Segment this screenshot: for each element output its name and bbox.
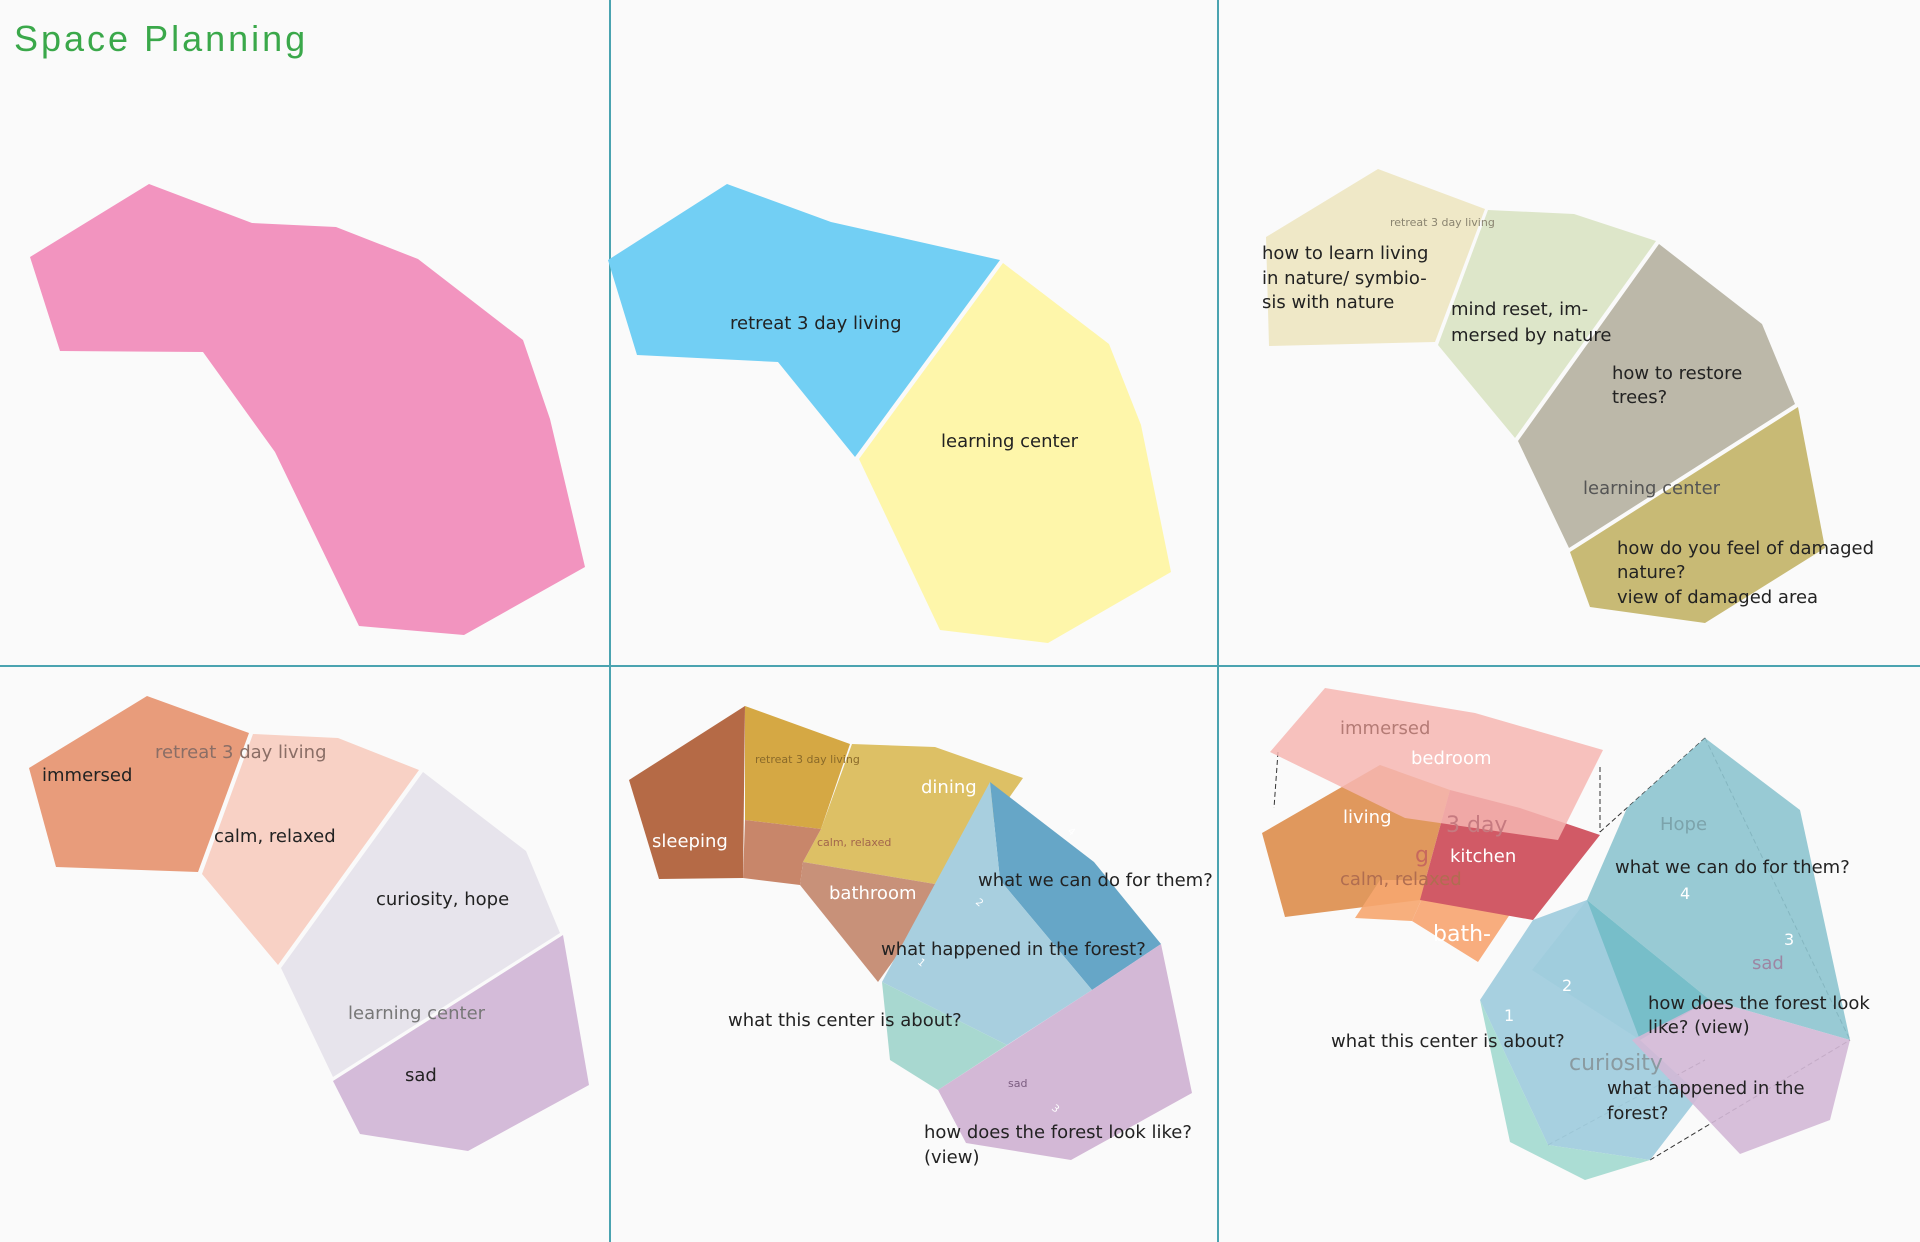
zone-calm [202, 734, 419, 965]
panel-program-questions: retreat 3 day living how to learn living… [1262, 169, 1880, 623]
label-curiosity: curiosity [1569, 1051, 1663, 1076]
label-q-forest-look-2: like? (view) [1648, 1017, 1750, 1038]
label-kitchen: kitchen [1450, 846, 1516, 867]
zone-learn-living [1266, 169, 1485, 346]
label-three-day: 3 day [1446, 813, 1507, 838]
label-q-forest-look: how does the forest look like? (view) [924, 1122, 1198, 1168]
label-bedroom: bedroom [1411, 748, 1492, 769]
room-retreat-top [745, 706, 850, 829]
label-learning-center: learning center [348, 1003, 486, 1024]
label-number-1: 1 [1504, 1006, 1514, 1025]
zone-learning-center [859, 263, 1171, 643]
label-number-3: 3 [1784, 930, 1794, 949]
zone-q2 [1480, 900, 1700, 1160]
zone-calm-relaxed [1355, 880, 1430, 921]
zone-q3 [1632, 1000, 1850, 1154]
label-mind-reset-2: mersed by nature [1451, 325, 1611, 346]
label-number-4: 4 [1680, 884, 1690, 903]
label-number-4: 4 [1065, 826, 1077, 839]
label-q-forest-look-2: (view) [924, 1147, 980, 1168]
label-dining: dining [921, 777, 977, 798]
zone-hope [1587, 738, 1850, 1040]
label-damaged-1: how do you feel of damaged [1617, 538, 1874, 559]
panel-two-zones: retreat 3 day living learning center [608, 184, 1171, 643]
label-q-forest-look-1: how does the forest look [1648, 993, 1870, 1014]
label-retreat: retreat 3 day living [730, 313, 902, 334]
zone-bedroom [1270, 688, 1603, 840]
label-restore-2: trees? [1612, 387, 1667, 408]
label-immersed: immersed [1340, 718, 1430, 739]
label-learn-living: how to learn living in nature/ symbio- s… [1262, 243, 1434, 313]
label-q-what-happened: what happened in the forest? [881, 939, 1146, 960]
label-mind-reset: mind reset, im- mersed by nature [1451, 299, 1611, 346]
panel-site-shape [30, 184, 585, 635]
zone-q1 [882, 982, 1007, 1090]
label-bath: bath- [1433, 922, 1491, 947]
label-curiosity: curiosity, hope [376, 889, 509, 910]
label-q-forest-look: how does the forest look like? (view) [1648, 993, 1876, 1038]
label-damaged: how do you feel of damaged nature? view … [1617, 538, 1880, 608]
label-sad: sad [1752, 953, 1784, 974]
site-shape [30, 184, 585, 635]
label-calm-relaxed: calm, relaxed [1340, 869, 1462, 890]
label-number-3: 3 [1049, 1103, 1061, 1116]
label-learn-living-1: how to learn living [1262, 243, 1428, 264]
label-learn-living-2: in nature/ symbio- [1262, 268, 1427, 289]
zone-curiosity [281, 772, 560, 1077]
label-sleeping: sleeping [652, 831, 728, 852]
zone-q4 [990, 782, 1161, 990]
proj-line-1 [1273, 751, 1279, 809]
label-living: living [1343, 807, 1392, 828]
room-sleeping [629, 706, 745, 879]
label-q-center: what this center is about? [728, 1010, 962, 1031]
label-q-what-happened: what happened in the forest? [1607, 1078, 1810, 1124]
label-g: g [1415, 843, 1429, 868]
label-restore-1: how to restore [1612, 363, 1742, 384]
label-bathroom: bathroom [829, 883, 917, 904]
label-number-1: 1 [915, 957, 927, 970]
zone-q1 [1480, 1000, 1650, 1180]
label-retreat-small: retreat 3 day living [755, 753, 860, 766]
label-learning-center: learning center [1583, 478, 1721, 499]
label-calm: calm, relaxed [214, 826, 336, 847]
label-learn-living-3: sis with nature [1262, 292, 1394, 313]
page-title: Space Planning [14, 18, 309, 59]
label-number-2: 2 [973, 897, 985, 910]
label-calm-small: calm, relaxed [817, 836, 891, 849]
label-damaged-3: view of damaged area [1617, 587, 1818, 608]
label-q-what-happened-2: forest? [1607, 1103, 1668, 1124]
label-number-2: 2 [1562, 976, 1572, 995]
zone-damaged-nature [1570, 407, 1825, 623]
label-damaged-2: nature? [1617, 562, 1686, 583]
label-sad-small: sad [1008, 1077, 1027, 1090]
panel-3d-layered: immersed bedroom 3 day living g kitchen … [1262, 688, 1876, 1180]
label-q-center: what this center is about? [1331, 1031, 1565, 1052]
panel-rooms-questions: retreat 3 day living sleeping dining cal… [629, 706, 1213, 1168]
label-q-forest-look-1: how does the forest look like? [924, 1122, 1192, 1143]
label-mind-reset-1: mind reset, im- [1451, 299, 1588, 320]
zone-q2 [882, 782, 1092, 1045]
label-restore: how to restore trees? [1612, 363, 1748, 408]
zone-q3 [938, 944, 1192, 1160]
label-sad: sad [405, 1065, 437, 1086]
label-q-what-happened-1: what happened in the [1607, 1078, 1805, 1099]
label-q-what-we-can-do: what we can do for them? [978, 870, 1213, 891]
label-retreat-small: retreat 3 day living [1390, 216, 1495, 229]
room-calm [743, 820, 821, 885]
zone-restore-trees [1518, 244, 1795, 548]
zone-sad [333, 935, 589, 1151]
label-learning-center: learning center [941, 431, 1079, 452]
label-q-what-we-can-do: what we can do for them? [1615, 857, 1850, 878]
label-immersed: immersed [42, 765, 132, 786]
panel-emotions: immersed retreat 3 day living calm, rela… [29, 696, 589, 1151]
zone-mind-reset [1438, 210, 1656, 438]
label-hope: Hope [1660, 814, 1707, 835]
zone-retreat [608, 184, 1000, 457]
zone-immersed [29, 696, 249, 872]
label-retreat: retreat 3 day living [155, 742, 327, 763]
room-bathroom [800, 862, 947, 982]
